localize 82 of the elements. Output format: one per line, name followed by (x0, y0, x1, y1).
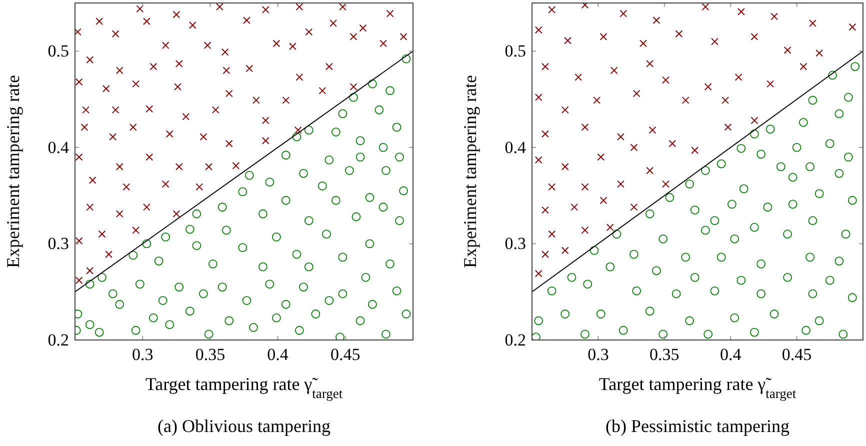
x-tick-label: 0.35 (650, 345, 680, 364)
y-tick-label: 0.2 (504, 330, 526, 350)
y-axis-title: Experiment tampering rate (3, 75, 23, 268)
point (606, 224, 614, 232)
point (564, 36, 572, 44)
y-tick-label: 0.5 (504, 42, 526, 61)
point (534, 94, 542, 102)
point (581, 3, 589, 9)
point (600, 196, 608, 204)
point (600, 33, 608, 40)
y-tick-label: 0.3 (504, 234, 526, 254)
point (640, 40, 647, 48)
point (548, 6, 556, 14)
point (704, 83, 712, 90)
y-tick-label: 0.3 (48, 234, 69, 254)
point (581, 124, 589, 131)
point (750, 33, 758, 40)
point (766, 80, 774, 88)
x-tick-label: 0.4 (720, 345, 742, 364)
point (617, 180, 624, 188)
x-tick-label: 0.4 (267, 345, 289, 364)
point (691, 146, 699, 154)
point (675, 30, 683, 38)
point (542, 62, 549, 70)
point (816, 49, 824, 57)
point (542, 250, 549, 258)
point (784, 46, 792, 54)
point (561, 162, 569, 170)
point (581, 226, 589, 234)
point (662, 180, 670, 188)
point (702, 3, 710, 11)
point (682, 96, 690, 104)
point (630, 144, 638, 152)
point (581, 183, 589, 191)
point (648, 126, 656, 134)
point (542, 130, 549, 138)
point (724, 124, 732, 131)
x-axis-title: Target tampering rate γ̃$_{target}$ (145, 374, 343, 400)
point (561, 106, 569, 114)
point (646, 60, 654, 68)
y-tick-label: 0.4 (48, 138, 70, 157)
point (597, 153, 605, 161)
text: (b) Pessimistic tampering (606, 416, 790, 436)
point (561, 246, 569, 254)
x-tick-label: 0.3 (132, 345, 154, 364)
point (574, 73, 582, 81)
point (548, 230, 556, 238)
point (737, 8, 745, 16)
point (668, 140, 676, 148)
y-axis-title: Experiment tampering rate (460, 75, 480, 268)
point (534, 270, 542, 278)
point (750, 116, 758, 124)
x-tick-label: 0.45 (330, 345, 360, 364)
point (548, 183, 556, 191)
x-tick-label: 0.35 (195, 345, 226, 364)
y-tick-label: 0.5 (48, 42, 69, 61)
y-tick-label: 0.2 (48, 330, 69, 350)
point (711, 38, 718, 46)
point (632, 90, 640, 98)
point (570, 203, 578, 211)
point (662, 76, 670, 84)
text: (a) Oblivious tampering (158, 416, 330, 436)
point (808, 20, 816, 27)
point (542, 206, 549, 214)
point (848, 23, 856, 31)
point (534, 26, 542, 34)
point (646, 166, 654, 174)
point (617, 133, 624, 141)
point (593, 96, 601, 104)
point (770, 12, 778, 20)
x-axis-title: Target tampering rate γ̃$_{target}$ (598, 374, 796, 400)
point (610, 66, 618, 74)
point (652, 16, 660, 24)
point (534, 156, 542, 164)
point (734, 73, 742, 81)
x-tick-label: 0.3 (588, 345, 609, 364)
point (630, 203, 638, 211)
x-tick-label: 0.45 (782, 345, 812, 364)
point (722, 96, 730, 104)
y-tick-label: 0.4 (504, 138, 526, 157)
point (800, 62, 808, 70)
point (620, 10, 628, 18)
